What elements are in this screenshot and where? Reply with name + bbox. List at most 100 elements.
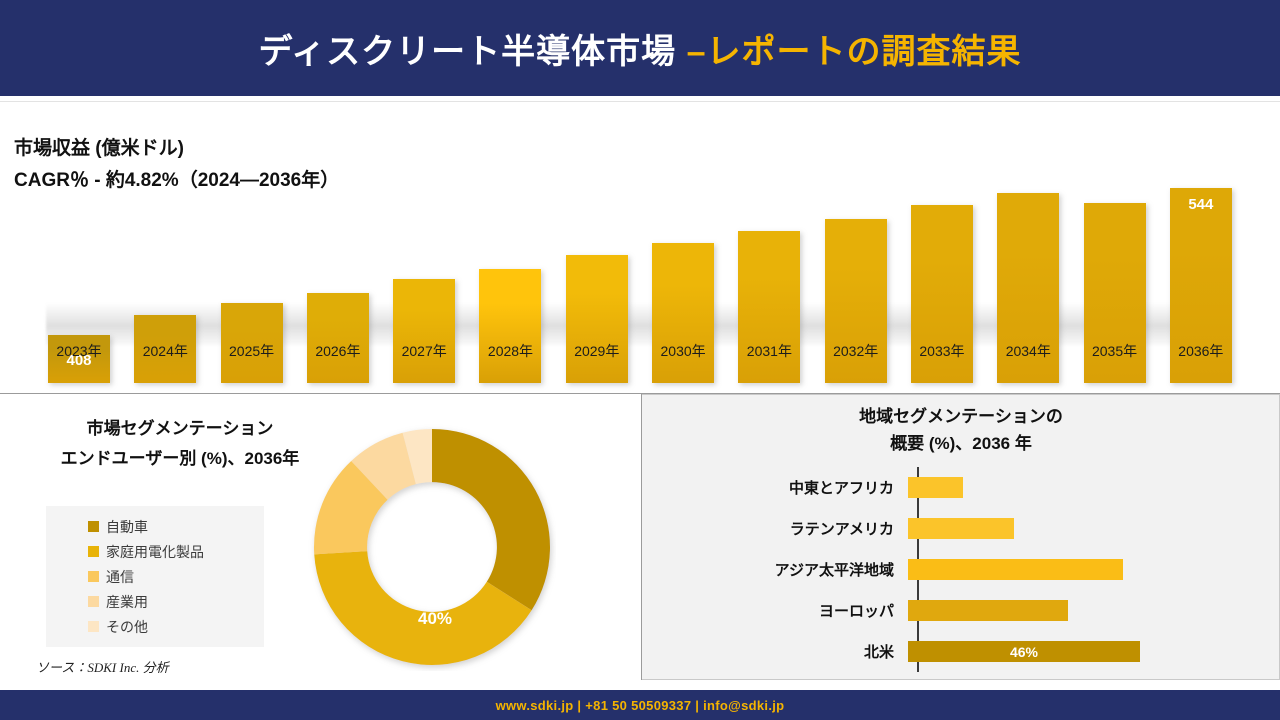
bar-column: [989, 113, 1067, 383]
region-row: アジア太平洋地域: [642, 555, 1280, 584]
cagr-label: CAGR％ - 約4.82%（2024―2036年）: [14, 170, 340, 191]
bar-column: [213, 113, 291, 383]
horizontal-divider: [0, 393, 1280, 394]
region-bar: [908, 600, 1068, 621]
donut-slice: [351, 432, 416, 500]
year-label: 2036年: [1178, 343, 1224, 359]
donut-slice: [314, 460, 388, 555]
year-label: 2024年: [142, 343, 188, 359]
legend-item: 通信: [46, 564, 264, 589]
legend-label: 家庭用電化製品: [106, 543, 204, 560]
bar: [997, 193, 1060, 383]
region-value-label: 46%: [1009, 643, 1039, 660]
bar: [134, 315, 197, 383]
bar: [824, 219, 887, 383]
bar: 408: [48, 335, 110, 383]
legend-color-swatch: [88, 546, 99, 557]
legend-label: 自動車: [106, 518, 148, 535]
vertical-divider: [641, 394, 642, 680]
year-label: 2027年: [401, 343, 447, 359]
region-title-line1: 地域セグメンテーションの: [859, 407, 1063, 426]
footer-contact-text: www.sdki.jp | +81 50 50509337 | info@sdk…: [495, 697, 785, 713]
bar: [479, 269, 542, 383]
bar-series: 408 544: [40, 113, 1240, 383]
donut-slice: [314, 551, 532, 665]
bar-column: [817, 113, 895, 383]
region-chart: 中東とアフリカ ラテンアメリカ アジア太平洋地域 ヨーロッパ 北米 46%: [642, 467, 1280, 672]
bar-column: [558, 113, 636, 383]
region-bar: [908, 477, 963, 498]
bar-column: 408: [40, 113, 118, 383]
region-bar: [908, 559, 1123, 580]
year-label: 2026年: [315, 343, 361, 359]
year-label: 2033年: [919, 343, 965, 359]
revenue-bar-chart-panel: 市場収益 (億米ドル) CAGR％ - 約4.82%（2024―2036年） 4…: [0, 103, 1280, 393]
bar: [652, 243, 715, 383]
legend-item: 自動車: [46, 514, 264, 539]
donut-title-line1: 市場セグメンテーション: [86, 419, 274, 438]
legend-label: 産業用: [106, 593, 148, 610]
legend-item: 家庭用電化製品: [46, 539, 264, 564]
year-label: 2034年: [1005, 343, 1051, 359]
year-label: 2023年: [56, 343, 102, 359]
region-label: 北米: [863, 644, 894, 661]
market-revenue-label: 市場収益 (億米ドル): [14, 138, 184, 159]
year-label: 2032年: [833, 343, 879, 359]
region-row: 中東とアフリカ: [642, 473, 1280, 502]
bar-value-label: 408: [66, 352, 92, 369]
bar-column: [299, 113, 377, 383]
donut-svg: [314, 429, 550, 665]
bar: 544: [1169, 188, 1232, 383]
bar-column: [385, 113, 463, 383]
legend-label: その他: [106, 618, 148, 635]
region-title-line2: 概要 (%)、2036 年: [890, 434, 1032, 453]
bar: [220, 303, 283, 383]
bar-column: 544: [1162, 113, 1240, 383]
year-label: 2035年: [1091, 343, 1138, 359]
regional-segmentation-panel: 地域セグメンテーションの 概要 (%)、2036 年 中東とアフリカ ラテンアメリ…: [642, 394, 1280, 680]
year-label: 2025年: [229, 343, 275, 359]
donut-slice: [402, 429, 432, 485]
region-bar-series: 中東とアフリカ ラテンアメリカ アジア太平洋地域 ヨーロッパ 北米 46%: [642, 467, 1280, 672]
year-label: 2028年: [487, 343, 534, 359]
donut-title: 市場セグメンテーション エンドユーザー別 (%)、2036年: [30, 414, 330, 474]
donut-legend: 自動車家庭用電化製品 通信産業用その他: [46, 506, 264, 647]
region-label: 中東とアフリカ: [788, 480, 894, 497]
legend-label: 通信: [106, 568, 134, 585]
bar-column: [1076, 113, 1154, 383]
region-row: ラテンアメリカ: [642, 514, 1280, 543]
legend-color-swatch: [88, 621, 99, 632]
legend-item: その他: [46, 614, 264, 639]
source-note: ソース：SDKI Inc. 分析: [36, 660, 169, 675]
region-label: アジア太平洋地域: [774, 562, 894, 579]
bar: [1083, 203, 1146, 383]
bar-column: [730, 113, 808, 383]
region-label: ラテンアメリカ: [789, 521, 894, 538]
bar-column: [903, 113, 981, 383]
page-title-accent: –レポートの調査結果: [686, 32, 1022, 71]
bar: [306, 293, 369, 383]
page-header: ディスクリート半導体市場 –レポートの調査結果: [0, 0, 1280, 96]
legend-item: 産業用: [46, 589, 264, 614]
region-bar-wrap: [908, 477, 963, 498]
region-bar: [908, 518, 1014, 539]
header-underline: [0, 96, 1280, 102]
donut-chart: 40%: [308, 423, 556, 671]
bar: [910, 205, 973, 383]
page-footer: www.sdki.jp | +81 50 50509337 | info@sdk…: [0, 690, 1280, 720]
donut-main-value: 40%: [417, 609, 453, 628]
region-title: 地域セグメンテーションの 概要 (%)、2036 年: [642, 403, 1280, 457]
region-bar-wrap: [908, 518, 1014, 539]
bars-area: 408 544: [40, 113, 1240, 383]
page-title: ディスクリート半導体市場 –レポートの調査結果: [259, 24, 1022, 73]
legend-color-swatch: [88, 571, 99, 582]
bar-value-label: 544: [1188, 196, 1214, 213]
donut-slices: [314, 429, 550, 665]
year-label: 2029年: [574, 343, 620, 359]
bar: [738, 231, 801, 383]
bar-column: [126, 113, 204, 383]
bar-column: [471, 113, 549, 383]
bar-column: [644, 113, 722, 383]
region-row: 北米 46%: [642, 637, 1280, 666]
region-bar-wrap: 46%: [908, 641, 1140, 662]
